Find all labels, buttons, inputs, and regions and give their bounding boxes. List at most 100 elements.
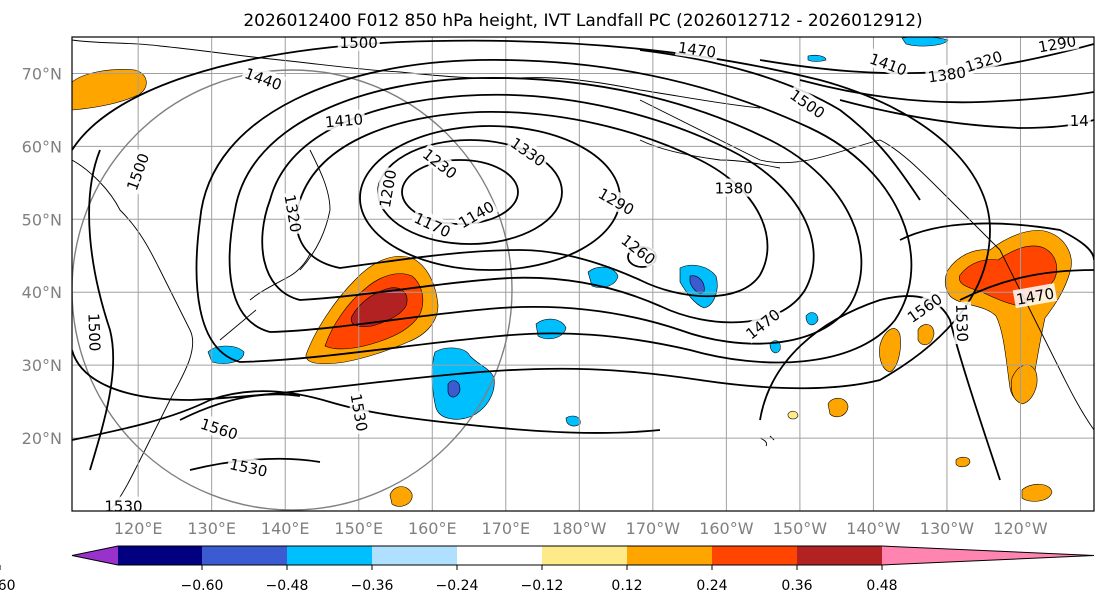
svg-text:1500: 1500 [340, 34, 378, 52]
lon-tick-label: 130°W [920, 519, 975, 538]
figure-title: 2026012400 F012 850 hPa height, IVT Land… [243, 11, 922, 31]
colorbar-tick-label: −0.24 [436, 578, 479, 594]
lat-tick-label: 40°N [22, 283, 62, 302]
svg-text:1530: 1530 [104, 498, 142, 516]
contour-1500 [88, 49, 921, 471]
contour-label: 14 [1067, 110, 1091, 130]
colorbar-tick-label: 0.36 [781, 578, 812, 594]
svg-text:1380: 1380 [927, 63, 967, 86]
contour-1560 [179, 393, 301, 421]
lon-tick-label: 170°E [481, 519, 530, 538]
lon-tick-label: 150°W [773, 519, 828, 538]
ivt-region-spot-5 [917, 324, 935, 346]
colorbar-tick-label: −0.60 [181, 578, 224, 594]
lat-tick-label: 20°N [22, 429, 62, 448]
contour-ring-7 [195, 59, 913, 364]
ivt-region-hawaii-north [431, 347, 495, 420]
contour-1530 [72, 390, 661, 441]
svg-text:1380: 1380 [715, 180, 753, 198]
colorbar-tick-label: 0.12 [611, 578, 642, 594]
lon-tick-label: 160°W [699, 519, 754, 538]
svg-text:1530: 1530 [952, 303, 971, 342]
ivt-region-small-3 [565, 415, 581, 427]
ivt-region-north-2 [807, 54, 827, 62]
contour-label: 1530 [102, 496, 145, 516]
contour-label: 1380 [712, 178, 755, 198]
colorbar-tick-label: 0.48 [866, 578, 897, 594]
colorbar-bin [372, 546, 457, 565]
lon-tick-label: 170°W [626, 519, 681, 538]
contour-1470 [72, 39, 991, 401]
colorbar-bin [797, 546, 882, 565]
colorbar-extend-high [882, 546, 1094, 565]
svg-text:1410: 1410 [324, 110, 364, 131]
ivt-region-spot-3 [1021, 483, 1053, 502]
contour-east-1 [899, 222, 1094, 261]
svg-text:1290: 1290 [1037, 32, 1078, 56]
colorbar-bin [457, 546, 542, 565]
ivt-region-small-2 [805, 312, 819, 326]
map-frame [71, 36, 1095, 512]
ivt-region-nw-alaska [72, 69, 147, 111]
ivt-region-hawaii-north-core [447, 380, 461, 398]
lat-tick-label: 70°N [22, 64, 62, 83]
lon-tick-label: 160°E [408, 519, 457, 538]
svg-text:1470: 1470 [677, 39, 717, 62]
contour-ring-5 [261, 93, 815, 324]
colorbar-tick-label: −0.48 [266, 578, 309, 594]
contour-label: 1410 [322, 109, 366, 131]
coast-east-asia [72, 159, 194, 511]
colorbar-tick-label: 0.60 [0, 578, 16, 594]
contour-label: 1380 [924, 62, 969, 86]
colorbar-bin [202, 546, 287, 565]
lon-tick-label: 120°E [114, 519, 163, 538]
coast-alaska [639, 99, 1001, 251]
colorbar-bin [627, 546, 712, 565]
ivt-region-north [901, 37, 949, 47]
colorbar-tick-label: −0.36 [351, 578, 394, 594]
colorbar: −0.60 −0.48 −0.36 −0.24 −0.12 0.12 0.24 0.36 0.4… [0, 545, 1095, 594]
ivt-region-hawaii-east [879, 328, 901, 373]
contour-ring-4 [295, 110, 769, 298]
coast-siberia-north [72, 39, 761, 109]
lat-tick-label: 50°N [22, 210, 62, 229]
contour-label: 1530 [952, 301, 973, 345]
svg-text:14: 14 [1070, 112, 1089, 130]
lon-tick-label: 140°W [846, 519, 901, 538]
longitude-labels: 120°E 130°E 140°E 150°E 160°E 170°E 180°W 170°W… [114, 519, 1048, 538]
range-circle [72, 69, 513, 511]
height-contours [72, 39, 1094, 481]
lat-tick-label: 30°N [22, 356, 62, 375]
lon-tick-label: 140°E [261, 519, 310, 538]
ivt-region-spot-4 [955, 456, 971, 468]
contour-label: 1500 [337, 34, 380, 52]
ivt-region-spot-1 [827, 397, 849, 418]
ivt-region-spot-6 [787, 410, 799, 420]
contour-label: 1470 [675, 37, 720, 62]
latitude-labels: 20°N 30°N 40°N 50°N 60°N 70°N [22, 64, 62, 448]
lon-tick-label: 120°W [993, 519, 1048, 538]
colorbar-bin [287, 546, 372, 565]
contour-east-2 [959, 269, 1094, 301]
colorbar-extend-low [72, 546, 118, 565]
colorbar-bin [712, 546, 797, 565]
ivt-region-aleutian-se [587, 266, 619, 288]
lat-tick-label: 60°N [22, 137, 62, 156]
contour-arctic-2 [799, 79, 1094, 104]
lon-tick-label: 130°E [187, 519, 236, 538]
svg-text:1500: 1500 [84, 313, 103, 352]
colorbar-bin [118, 546, 202, 565]
colorbar-bin [542, 546, 627, 565]
colorbar-tick-label: 0.24 [696, 578, 727, 594]
ivt-negative-regions [207, 37, 949, 427]
coast-alaska-peninsula [639, 139, 781, 169]
colorbar-outline [71, 545, 1095, 566]
contour-label: 1500 [84, 311, 105, 354]
lon-tick-label: 180°W [552, 519, 607, 538]
contour-ring-6 [228, 77, 863, 345]
colorbar-tick-label: −0.12 [521, 578, 564, 594]
lon-tick-label: 150°E [334, 519, 383, 538]
ivt-region-spot-2 [389, 486, 413, 507]
